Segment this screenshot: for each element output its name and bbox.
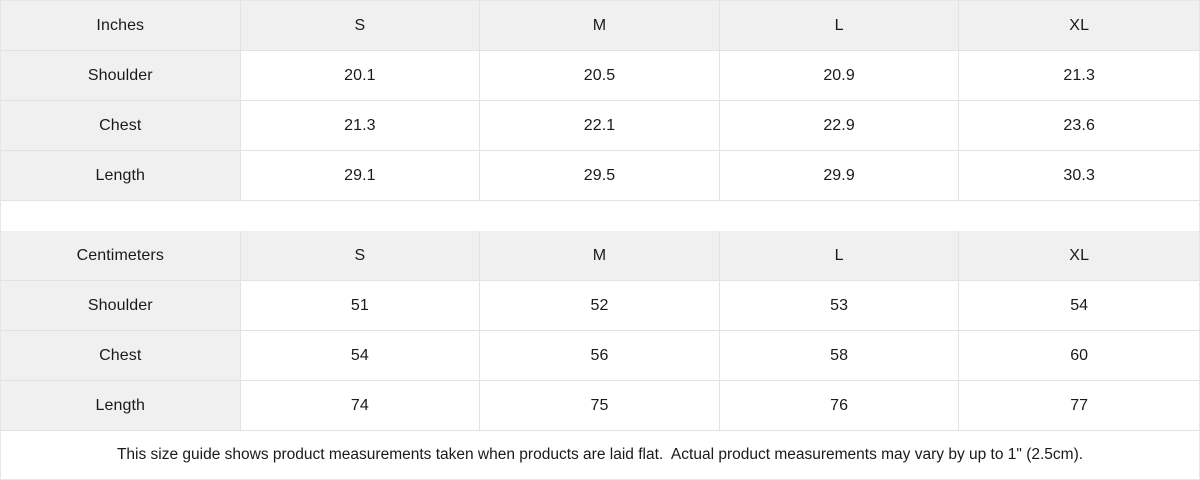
- value-cell: 54: [959, 281, 1199, 331]
- row-label-cell: Length: [1, 151, 241, 201]
- centimeters-size-table: Centimeters S M L XL Shoulder 51 52 53 5…: [1, 231, 1199, 431]
- value-cell: 54: [240, 331, 481, 381]
- value-cell: 30.3: [959, 151, 1199, 201]
- value-cell: 21.3: [240, 101, 481, 151]
- value-cell: 58: [719, 331, 960, 381]
- value-cell: 75: [480, 381, 720, 431]
- column-header-cell: S: [240, 231, 481, 281]
- value-cell: 53: [719, 281, 960, 331]
- value-cell: 29.1: [240, 151, 481, 201]
- table-gap-spacer: [1, 201, 1199, 231]
- value-cell: 77: [959, 381, 1199, 431]
- value-cell: 29.9: [719, 151, 960, 201]
- value-cell: 23.6: [959, 101, 1199, 151]
- measurement-disclaimer-note: This size guide shows product measuremen…: [1, 431, 1199, 479]
- column-header-cell: XL: [959, 1, 1199, 51]
- value-cell: 21.3: [959, 51, 1199, 101]
- value-cell: 20.9: [719, 51, 960, 101]
- value-cell: 22.9: [719, 101, 960, 151]
- value-cell: 76: [719, 381, 960, 431]
- table-header-row: Inches S M L XL: [1, 1, 1199, 51]
- table-row: Shoulder 20.1 20.5 20.9 21.3: [1, 51, 1199, 101]
- table-row: Chest 54 56 58 60: [1, 331, 1199, 381]
- value-cell: 52: [480, 281, 720, 331]
- column-header-cell: M: [480, 1, 720, 51]
- value-cell: 60: [959, 331, 1199, 381]
- table-row: Chest 21.3 22.1 22.9 23.6: [1, 101, 1199, 151]
- column-header-cell: XL: [959, 231, 1199, 281]
- value-cell: 22.1: [480, 101, 720, 151]
- column-header-cell: M: [480, 231, 720, 281]
- table-header-row: Centimeters S M L XL: [1, 231, 1199, 281]
- value-cell: 20.5: [480, 51, 720, 101]
- inches-size-table: Inches S M L XL Shoulder 20.1 20.5 20.9 …: [1, 1, 1199, 201]
- table-row: Shoulder 51 52 53 54: [1, 281, 1199, 331]
- row-label-cell: Chest: [1, 331, 241, 381]
- column-header-cell: L: [719, 1, 960, 51]
- row-label-cell: Length: [1, 381, 241, 431]
- column-header-cell: L: [719, 231, 960, 281]
- row-label-cell: Shoulder: [1, 51, 241, 101]
- value-cell: 74: [240, 381, 481, 431]
- value-cell: 20.1: [240, 51, 481, 101]
- unit-header-cell: Centimeters: [1, 231, 241, 281]
- table-row: Length 74 75 76 77: [1, 381, 1199, 431]
- row-label-cell: Chest: [1, 101, 241, 151]
- unit-header-cell: Inches: [1, 1, 241, 51]
- column-header-cell: S: [240, 1, 481, 51]
- value-cell: 29.5: [480, 151, 720, 201]
- row-label-cell: Shoulder: [1, 281, 241, 331]
- value-cell: 56: [480, 331, 720, 381]
- value-cell: 51: [240, 281, 481, 331]
- table-row: Length 29.1 29.5 29.9 30.3: [1, 151, 1199, 201]
